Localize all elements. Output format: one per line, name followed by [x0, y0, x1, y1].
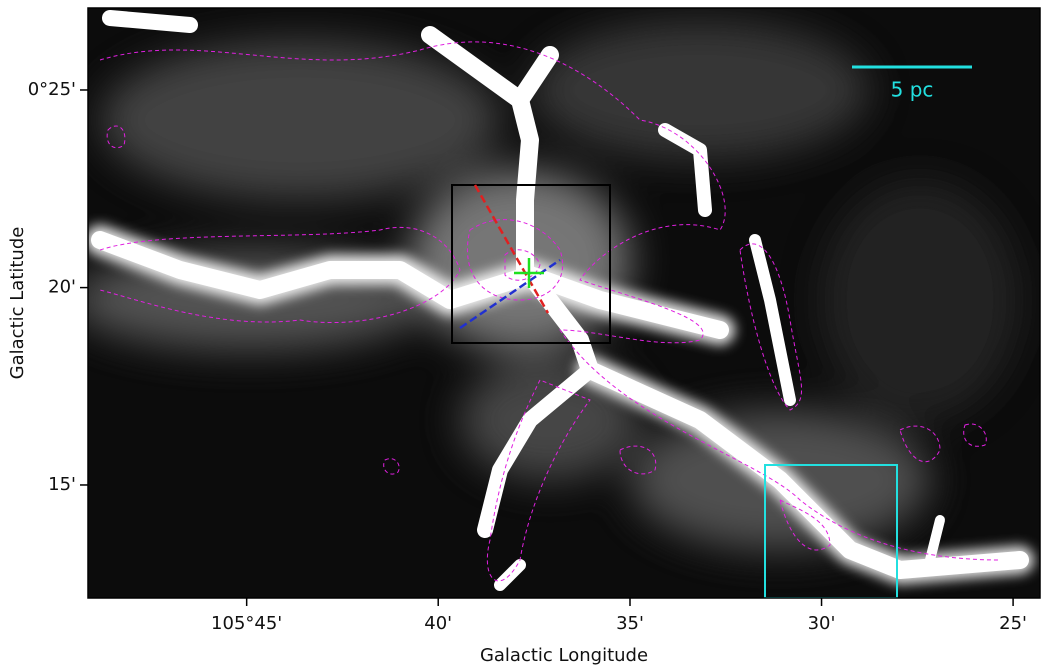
x-tick-label: 40' [424, 613, 452, 634]
scale-bar-label: 5 pc [891, 78, 934, 102]
y-axis-label: Galactic Latitude [7, 227, 28, 380]
image: 5 pc [70, 8, 1040, 598]
figure: 5 pc Galactic Longitude Galactic Latitud… [0, 0, 1045, 671]
x-axis-label: Galactic Longitude [480, 645, 648, 666]
x-tick-label: 25' [999, 613, 1027, 634]
y-tick-label: 0°25' [28, 79, 76, 100]
x-tick-label: 30' [808, 613, 836, 634]
y-tick-label: 20' [48, 277, 76, 298]
y-tick-label: 15' [48, 474, 76, 495]
x-tick-label: 35' [616, 613, 644, 634]
x-tick-label: 105°45' [211, 613, 282, 634]
